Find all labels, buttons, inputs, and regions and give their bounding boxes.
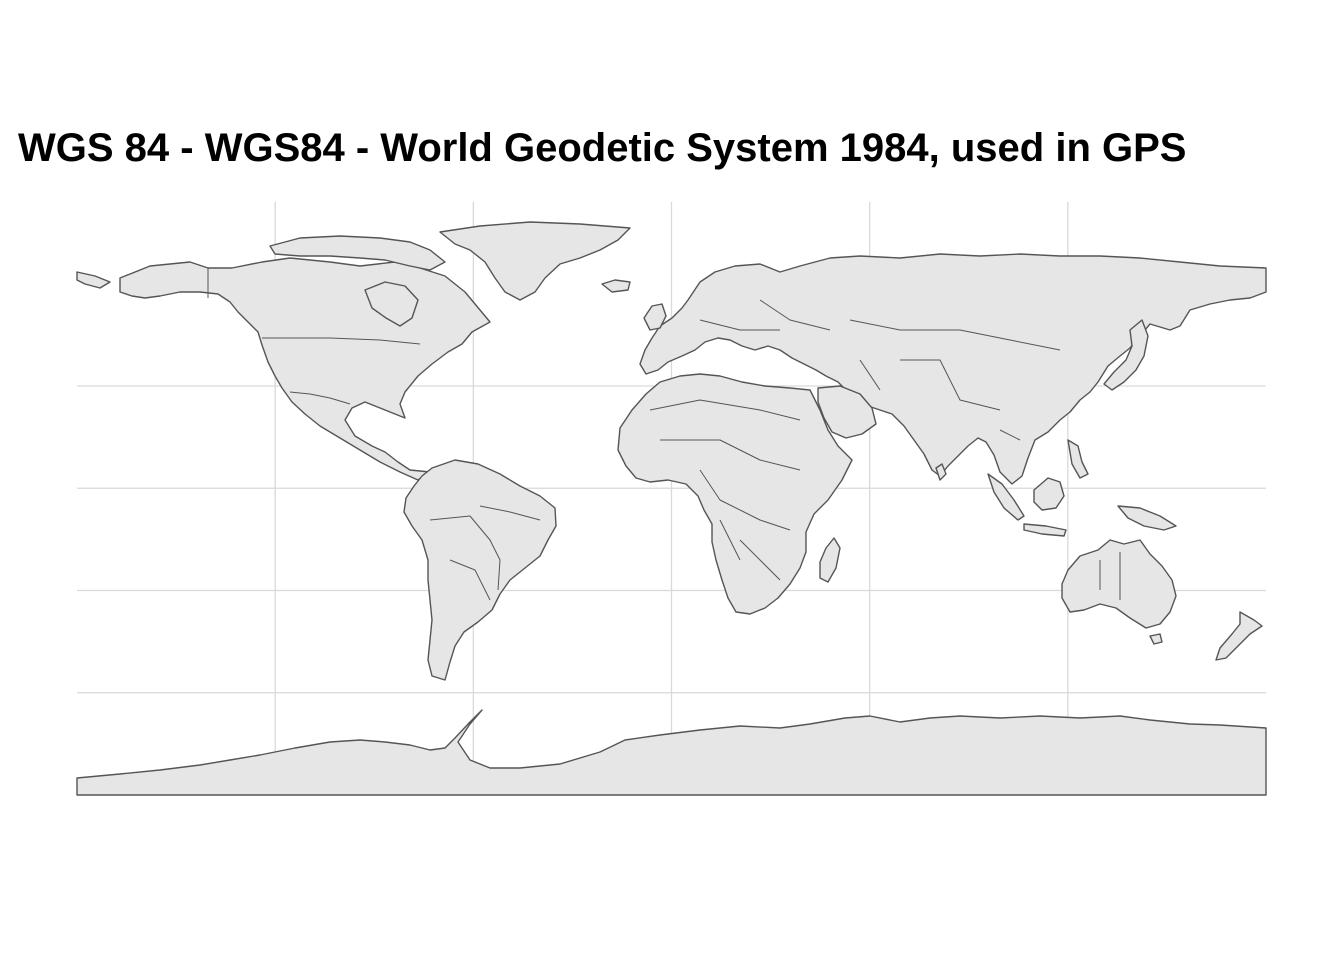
arctic-archipelago bbox=[269, 235, 446, 271]
south-america bbox=[403, 459, 557, 681]
alaska-islands bbox=[76, 271, 111, 289]
indonesia-sumatra bbox=[987, 473, 1025, 521]
antarctica bbox=[76, 709, 1267, 796]
new-zealand bbox=[1215, 611, 1263, 661]
sri-lanka bbox=[935, 463, 947, 481]
philippines bbox=[1067, 439, 1089, 479]
borneo bbox=[1033, 477, 1065, 511]
country-borders bbox=[207, 268, 1121, 601]
madagascar bbox=[819, 537, 841, 583]
africa bbox=[617, 373, 853, 615]
eurasia bbox=[639, 253, 1267, 485]
landmasses bbox=[76, 221, 1267, 796]
map-title: WGS 84 - WGS84 - World Geodetic System 1… bbox=[18, 126, 1187, 170]
hudson-bay-region bbox=[364, 281, 419, 327]
tasmania bbox=[1149, 633, 1163, 645]
north-america bbox=[119, 257, 491, 481]
australia bbox=[1061, 539, 1177, 629]
indonesia-java bbox=[1023, 523, 1067, 537]
greenland bbox=[439, 221, 631, 301]
arabian-peninsula bbox=[817, 385, 877, 439]
new-guinea bbox=[1117, 505, 1177, 531]
iceland bbox=[601, 279, 631, 293]
british-isles bbox=[643, 303, 667, 331]
japan bbox=[1103, 319, 1149, 391]
